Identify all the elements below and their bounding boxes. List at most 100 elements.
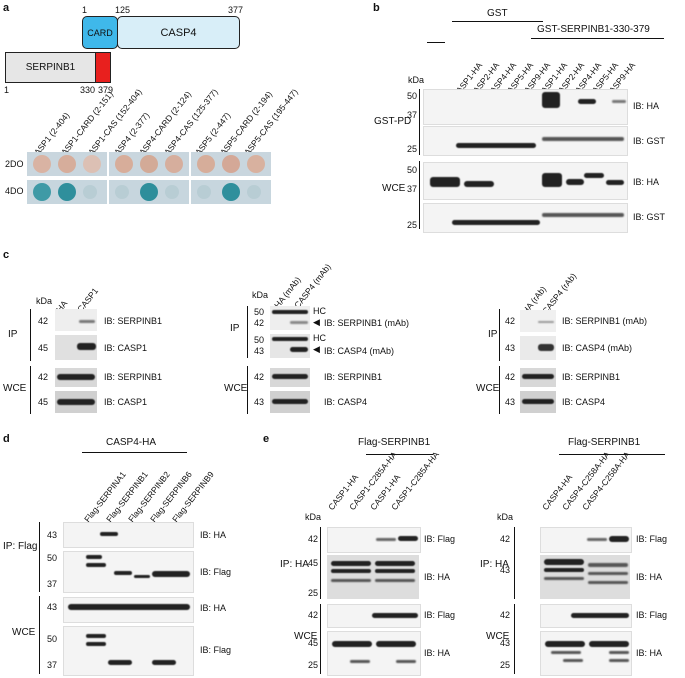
marker: 43 xyxy=(505,343,516,353)
flag-serpinb1-line xyxy=(366,454,433,455)
marker: 45 xyxy=(38,397,49,407)
ib-label: IB: HA xyxy=(424,572,451,582)
marker: 43 xyxy=(254,397,265,407)
wce-label: WCE xyxy=(12,627,36,638)
ip-bracket xyxy=(499,309,500,361)
marker: 43 xyxy=(47,602,58,612)
ib-label: IB: CASP4 xyxy=(562,397,606,407)
marker: 37 xyxy=(47,660,58,670)
blot-c1 xyxy=(55,309,97,331)
marker: 50 xyxy=(47,553,58,563)
casp4-start-number: 125 xyxy=(115,5,131,15)
plate-2do-casp5 xyxy=(191,152,271,176)
ip-label: IP xyxy=(230,323,240,334)
marker: 42 xyxy=(505,372,516,382)
blot-c9 xyxy=(520,310,556,332)
wce-bracket xyxy=(39,596,40,674)
ip-label: IP xyxy=(488,329,498,340)
blot-e6 xyxy=(540,555,630,599)
blot-c8 xyxy=(270,391,310,413)
marker: 50 xyxy=(254,307,265,317)
wce-bracket xyxy=(320,604,321,674)
blot-e4 xyxy=(327,631,421,676)
row-label-4do: 4DO xyxy=(5,186,24,196)
casp4-ha-header: CASP4-HA xyxy=(106,437,157,448)
marker: 42 xyxy=(254,372,265,382)
marker: 45 xyxy=(308,638,319,648)
hc-label: HC xyxy=(313,333,326,343)
card-label: CARD xyxy=(87,27,113,38)
marker: 42 xyxy=(500,610,511,620)
serpinb1-start-number: 1 xyxy=(4,85,10,95)
marker: 25 xyxy=(308,660,319,670)
gst-fusion-line xyxy=(531,38,664,39)
ib-label: IB: CASP4 (mAb) xyxy=(562,343,633,353)
ib-label: IB: HA xyxy=(633,101,660,111)
panel-d-letter: d xyxy=(3,433,10,445)
casp4-domain: CASP4 xyxy=(117,16,240,49)
ib-label: IB: HA xyxy=(200,603,227,613)
ib-label: IB: CASP1 xyxy=(104,343,148,353)
ib-label: IB: Flag xyxy=(636,534,668,544)
arrowhead-icon: ◀ xyxy=(313,344,320,354)
ip-bracket xyxy=(320,527,321,599)
blot-c6 xyxy=(270,334,310,358)
wce-label: WCE xyxy=(476,383,500,394)
marker: 43 xyxy=(254,346,265,356)
ib-label: IB: SERPINB1 xyxy=(104,316,163,326)
wce-label: WCE xyxy=(486,631,510,642)
ip-bracket xyxy=(39,522,40,592)
marker: 37 xyxy=(407,110,418,120)
marker: 42 xyxy=(505,316,516,326)
blot-b4 xyxy=(423,203,628,233)
marker: 50 xyxy=(47,634,58,644)
panel-e-letter: e xyxy=(263,433,270,445)
blot-e7 xyxy=(540,604,632,628)
ip-flag-label: IP: Flag xyxy=(3,541,38,552)
rcl-domain xyxy=(95,52,111,83)
serpinb1-330-number: 330 xyxy=(80,85,96,95)
ip-label: IP xyxy=(8,329,18,340)
blot-d3 xyxy=(63,597,194,623)
ip-bracket xyxy=(30,309,31,361)
wce-bracket xyxy=(30,366,31,414)
ib-label: IB: Flag xyxy=(424,534,456,544)
card-domain: CARD xyxy=(82,16,118,49)
blot-c2 xyxy=(55,335,97,360)
kda-label: kDa xyxy=(305,512,322,522)
gst-fusion-header: GST-SERPINB1-330-379 xyxy=(537,24,650,35)
plate-4do-casp4 xyxy=(109,180,189,204)
marker: 45 xyxy=(38,343,49,353)
ib-label: IB: SERPINB1 (mAb) xyxy=(562,316,648,326)
plate-2do-casp4 xyxy=(109,152,189,176)
blot-e1 xyxy=(327,527,421,553)
plate-4do-casp5 xyxy=(191,180,271,204)
blot-e5 xyxy=(540,527,632,553)
ib-label: IB: SERPINB1 xyxy=(562,372,621,382)
wce-label: WCE xyxy=(3,383,27,394)
ip-label: IP: HA xyxy=(280,559,309,570)
kda-label: kDa xyxy=(36,296,53,306)
wce-bracket xyxy=(514,604,515,674)
ib-label: IB: Flag xyxy=(636,610,668,620)
blot-d4 xyxy=(63,626,194,676)
ib-label: IB: Flag xyxy=(200,645,232,655)
marker: 42 xyxy=(38,372,49,382)
row-label-2do: 2DO xyxy=(5,159,24,169)
marker: 42 xyxy=(254,318,265,328)
flag-serpinb1-header: Flag-SERPINB1 xyxy=(568,437,641,448)
serpinb1-379-number: 379 xyxy=(98,85,114,95)
gst-pd-label: GST-PD xyxy=(374,116,412,127)
ip-bracket xyxy=(247,306,248,358)
marker: 50 xyxy=(254,335,265,345)
gst-pd-bracket xyxy=(419,89,420,155)
ib-label: IB: Flag xyxy=(424,610,456,620)
marker: 42 xyxy=(500,534,511,544)
gst-only-line xyxy=(427,42,445,43)
plate-4do-casp1 xyxy=(27,180,107,204)
panel-c-letter: c xyxy=(3,249,10,261)
ib-label: IB: CASP4 (mAb) xyxy=(324,346,395,356)
kda-label: kDa xyxy=(497,512,514,522)
serpinb1-label: SERPINB1 xyxy=(25,62,76,73)
marker: 25 xyxy=(407,144,418,154)
